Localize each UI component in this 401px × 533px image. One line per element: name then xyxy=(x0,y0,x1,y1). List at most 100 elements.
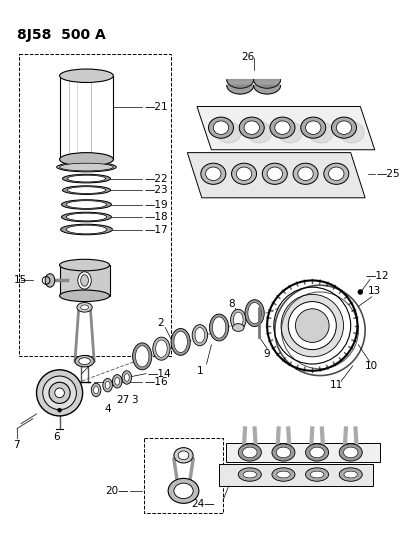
Text: 15: 15 xyxy=(14,276,27,286)
Ellipse shape xyxy=(306,468,328,481)
Polygon shape xyxy=(254,85,281,94)
Ellipse shape xyxy=(243,447,257,458)
Text: 20—: 20— xyxy=(105,486,129,496)
Ellipse shape xyxy=(124,374,129,381)
Ellipse shape xyxy=(288,302,336,350)
Ellipse shape xyxy=(239,117,264,138)
Polygon shape xyxy=(226,443,379,462)
Text: 3: 3 xyxy=(131,394,138,405)
Ellipse shape xyxy=(78,272,91,289)
Ellipse shape xyxy=(213,317,226,338)
Ellipse shape xyxy=(66,201,107,208)
Ellipse shape xyxy=(136,346,149,367)
Text: 5: 5 xyxy=(83,355,90,365)
Ellipse shape xyxy=(115,377,119,385)
Text: —14: —14 xyxy=(148,369,172,378)
Ellipse shape xyxy=(60,259,109,271)
Ellipse shape xyxy=(262,163,287,184)
Ellipse shape xyxy=(206,167,221,181)
Bar xyxy=(19,54,171,357)
Ellipse shape xyxy=(66,213,107,221)
Ellipse shape xyxy=(60,152,113,166)
Polygon shape xyxy=(227,79,254,88)
Text: 10: 10 xyxy=(365,361,378,371)
Ellipse shape xyxy=(310,471,324,478)
Text: 24—: 24— xyxy=(192,499,215,510)
Ellipse shape xyxy=(81,274,88,286)
Text: 8: 8 xyxy=(229,300,235,310)
Ellipse shape xyxy=(171,328,190,356)
Ellipse shape xyxy=(81,305,88,310)
Ellipse shape xyxy=(306,444,328,461)
Ellipse shape xyxy=(298,167,313,181)
Ellipse shape xyxy=(156,340,167,357)
Ellipse shape xyxy=(201,163,226,184)
Text: —18: —18 xyxy=(144,212,168,222)
Ellipse shape xyxy=(296,309,329,342)
Ellipse shape xyxy=(272,468,295,481)
Ellipse shape xyxy=(195,327,205,343)
Ellipse shape xyxy=(63,186,111,195)
Text: —22: —22 xyxy=(144,174,168,183)
Ellipse shape xyxy=(231,309,246,330)
Ellipse shape xyxy=(178,451,189,459)
Text: —23: —23 xyxy=(144,185,168,195)
Ellipse shape xyxy=(324,163,349,184)
Ellipse shape xyxy=(247,122,272,143)
Text: —17: —17 xyxy=(144,224,168,235)
Ellipse shape xyxy=(122,371,132,384)
Ellipse shape xyxy=(94,386,99,394)
Text: 26: 26 xyxy=(241,52,255,61)
Polygon shape xyxy=(227,85,254,94)
Bar xyxy=(144,438,223,513)
Ellipse shape xyxy=(168,479,199,503)
Text: 4: 4 xyxy=(104,404,111,414)
Ellipse shape xyxy=(245,300,264,327)
Ellipse shape xyxy=(192,325,208,346)
Ellipse shape xyxy=(308,122,333,143)
Ellipse shape xyxy=(336,121,352,134)
Ellipse shape xyxy=(91,383,101,397)
Ellipse shape xyxy=(310,447,324,458)
Ellipse shape xyxy=(275,121,290,134)
Ellipse shape xyxy=(61,224,112,235)
Ellipse shape xyxy=(49,382,70,403)
Ellipse shape xyxy=(216,122,241,143)
Ellipse shape xyxy=(209,117,233,138)
Ellipse shape xyxy=(339,468,362,481)
Text: 27: 27 xyxy=(116,394,130,405)
Ellipse shape xyxy=(55,388,65,398)
Ellipse shape xyxy=(209,314,229,341)
Ellipse shape xyxy=(270,117,295,138)
Ellipse shape xyxy=(67,175,106,182)
Ellipse shape xyxy=(174,483,193,498)
Ellipse shape xyxy=(66,225,107,234)
Polygon shape xyxy=(254,79,281,88)
Text: 11: 11 xyxy=(330,380,343,390)
Ellipse shape xyxy=(105,381,110,389)
Ellipse shape xyxy=(43,376,76,410)
Ellipse shape xyxy=(306,121,321,134)
Ellipse shape xyxy=(58,408,61,412)
Ellipse shape xyxy=(248,303,261,324)
Ellipse shape xyxy=(339,122,364,143)
Ellipse shape xyxy=(281,294,344,357)
Ellipse shape xyxy=(103,378,112,392)
Ellipse shape xyxy=(79,358,90,365)
Ellipse shape xyxy=(57,162,116,172)
Ellipse shape xyxy=(174,332,187,352)
Ellipse shape xyxy=(233,312,243,327)
Polygon shape xyxy=(187,152,365,198)
Ellipse shape xyxy=(272,444,295,461)
Ellipse shape xyxy=(36,370,83,416)
Ellipse shape xyxy=(61,200,111,209)
Text: —16: —16 xyxy=(144,377,168,387)
Ellipse shape xyxy=(75,356,94,367)
Ellipse shape xyxy=(60,69,113,83)
Ellipse shape xyxy=(133,343,152,370)
Ellipse shape xyxy=(61,212,111,222)
Text: 7: 7 xyxy=(14,440,20,450)
Text: —19: —19 xyxy=(144,199,168,209)
Text: —21: —21 xyxy=(144,101,168,111)
Ellipse shape xyxy=(236,167,252,181)
